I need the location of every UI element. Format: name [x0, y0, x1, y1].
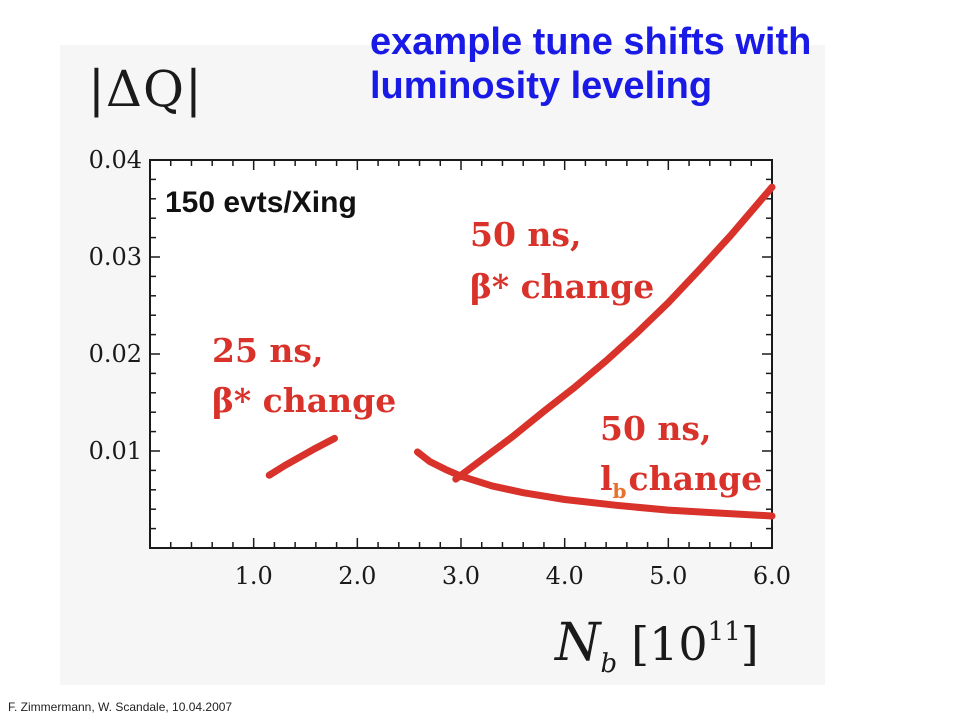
x-label-bracket-close: ] [741, 617, 759, 671]
curve-50ns-beta-star [452, 183, 776, 483]
annotation-50ns-beta-star: 50 ns, β* change [470, 215, 654, 306]
annotation-50ns-beta-line2: β* change [470, 267, 654, 306]
axis-ticks [150, 160, 772, 548]
y-tick-labels: 0.01 0.02 0.03 0.04 [89, 146, 142, 465]
annotation-25ns-line1: 25 ns, [212, 331, 323, 370]
y-tick-label: 0.01 [89, 437, 142, 465]
slide-title-line-2: luminosity leveling [370, 65, 713, 107]
x-tick-label: 3.0 [442, 562, 480, 590]
y-tick-label: 0.02 [89, 340, 142, 368]
annotation-50ns-lb-change: change [629, 459, 763, 498]
x-tick-labels: 1.0 2.0 3.0 4.0 5.0 6.0 [235, 562, 792, 590]
y-tick-label: 0.03 [89, 243, 142, 271]
annotation-25ns-beta-star: 25 ns, β* change [212, 331, 396, 420]
svg-text:Nb[1011]: Nb [1011] [553, 613, 759, 679]
slide-title-line-1: example tune shifts with [370, 21, 812, 63]
data-curves [265, 183, 776, 520]
slide-title: example tune shifts with luminosity leve… [370, 20, 950, 108]
x-label-subscript: b [601, 649, 618, 679]
x-axis-label: Nb [1011] [553, 613, 759, 679]
x-tick-label: 4.0 [546, 562, 584, 590]
annotation-50ns-lb-line2: lbchange [600, 459, 762, 503]
x-tick-label: 1.0 [235, 562, 273, 590]
annotation-50ns-lb: 50 ns, lbchange [600, 409, 762, 503]
x-label-exponent: 11 [708, 617, 741, 647]
curve-25ns-beta-star [265, 434, 339, 479]
x-tick-label: 6.0 [753, 562, 791, 590]
x-tick-label: 5.0 [649, 562, 687, 590]
annotation-50ns-lb-line1: 50 ns, [600, 409, 711, 448]
annotation-50ns-lb-l: l [600, 459, 613, 498]
x-label-bracket-open: [ [631, 617, 649, 671]
inset-label: 150 evts/Xing [165, 186, 357, 219]
annotation-50ns-lb-sub: b [613, 479, 627, 503]
x-label-symbol: N [553, 613, 602, 673]
y-axis-label: |ΔQ| [88, 60, 203, 118]
plot-area [149, 159, 773, 549]
x-tick-label: 2.0 [338, 562, 376, 590]
annotation-25ns-line2: β* change [212, 381, 396, 420]
annotation-50ns-beta-line1: 50 ns, [470, 215, 581, 254]
footer-credit: F. Zimmermann, W. Scandale, 10.04.2007 [8, 700, 233, 714]
curve-50ns-lb [413, 448, 776, 520]
y-tick-label: 0.04 [89, 146, 142, 174]
x-label-base: 10 [649, 617, 708, 671]
